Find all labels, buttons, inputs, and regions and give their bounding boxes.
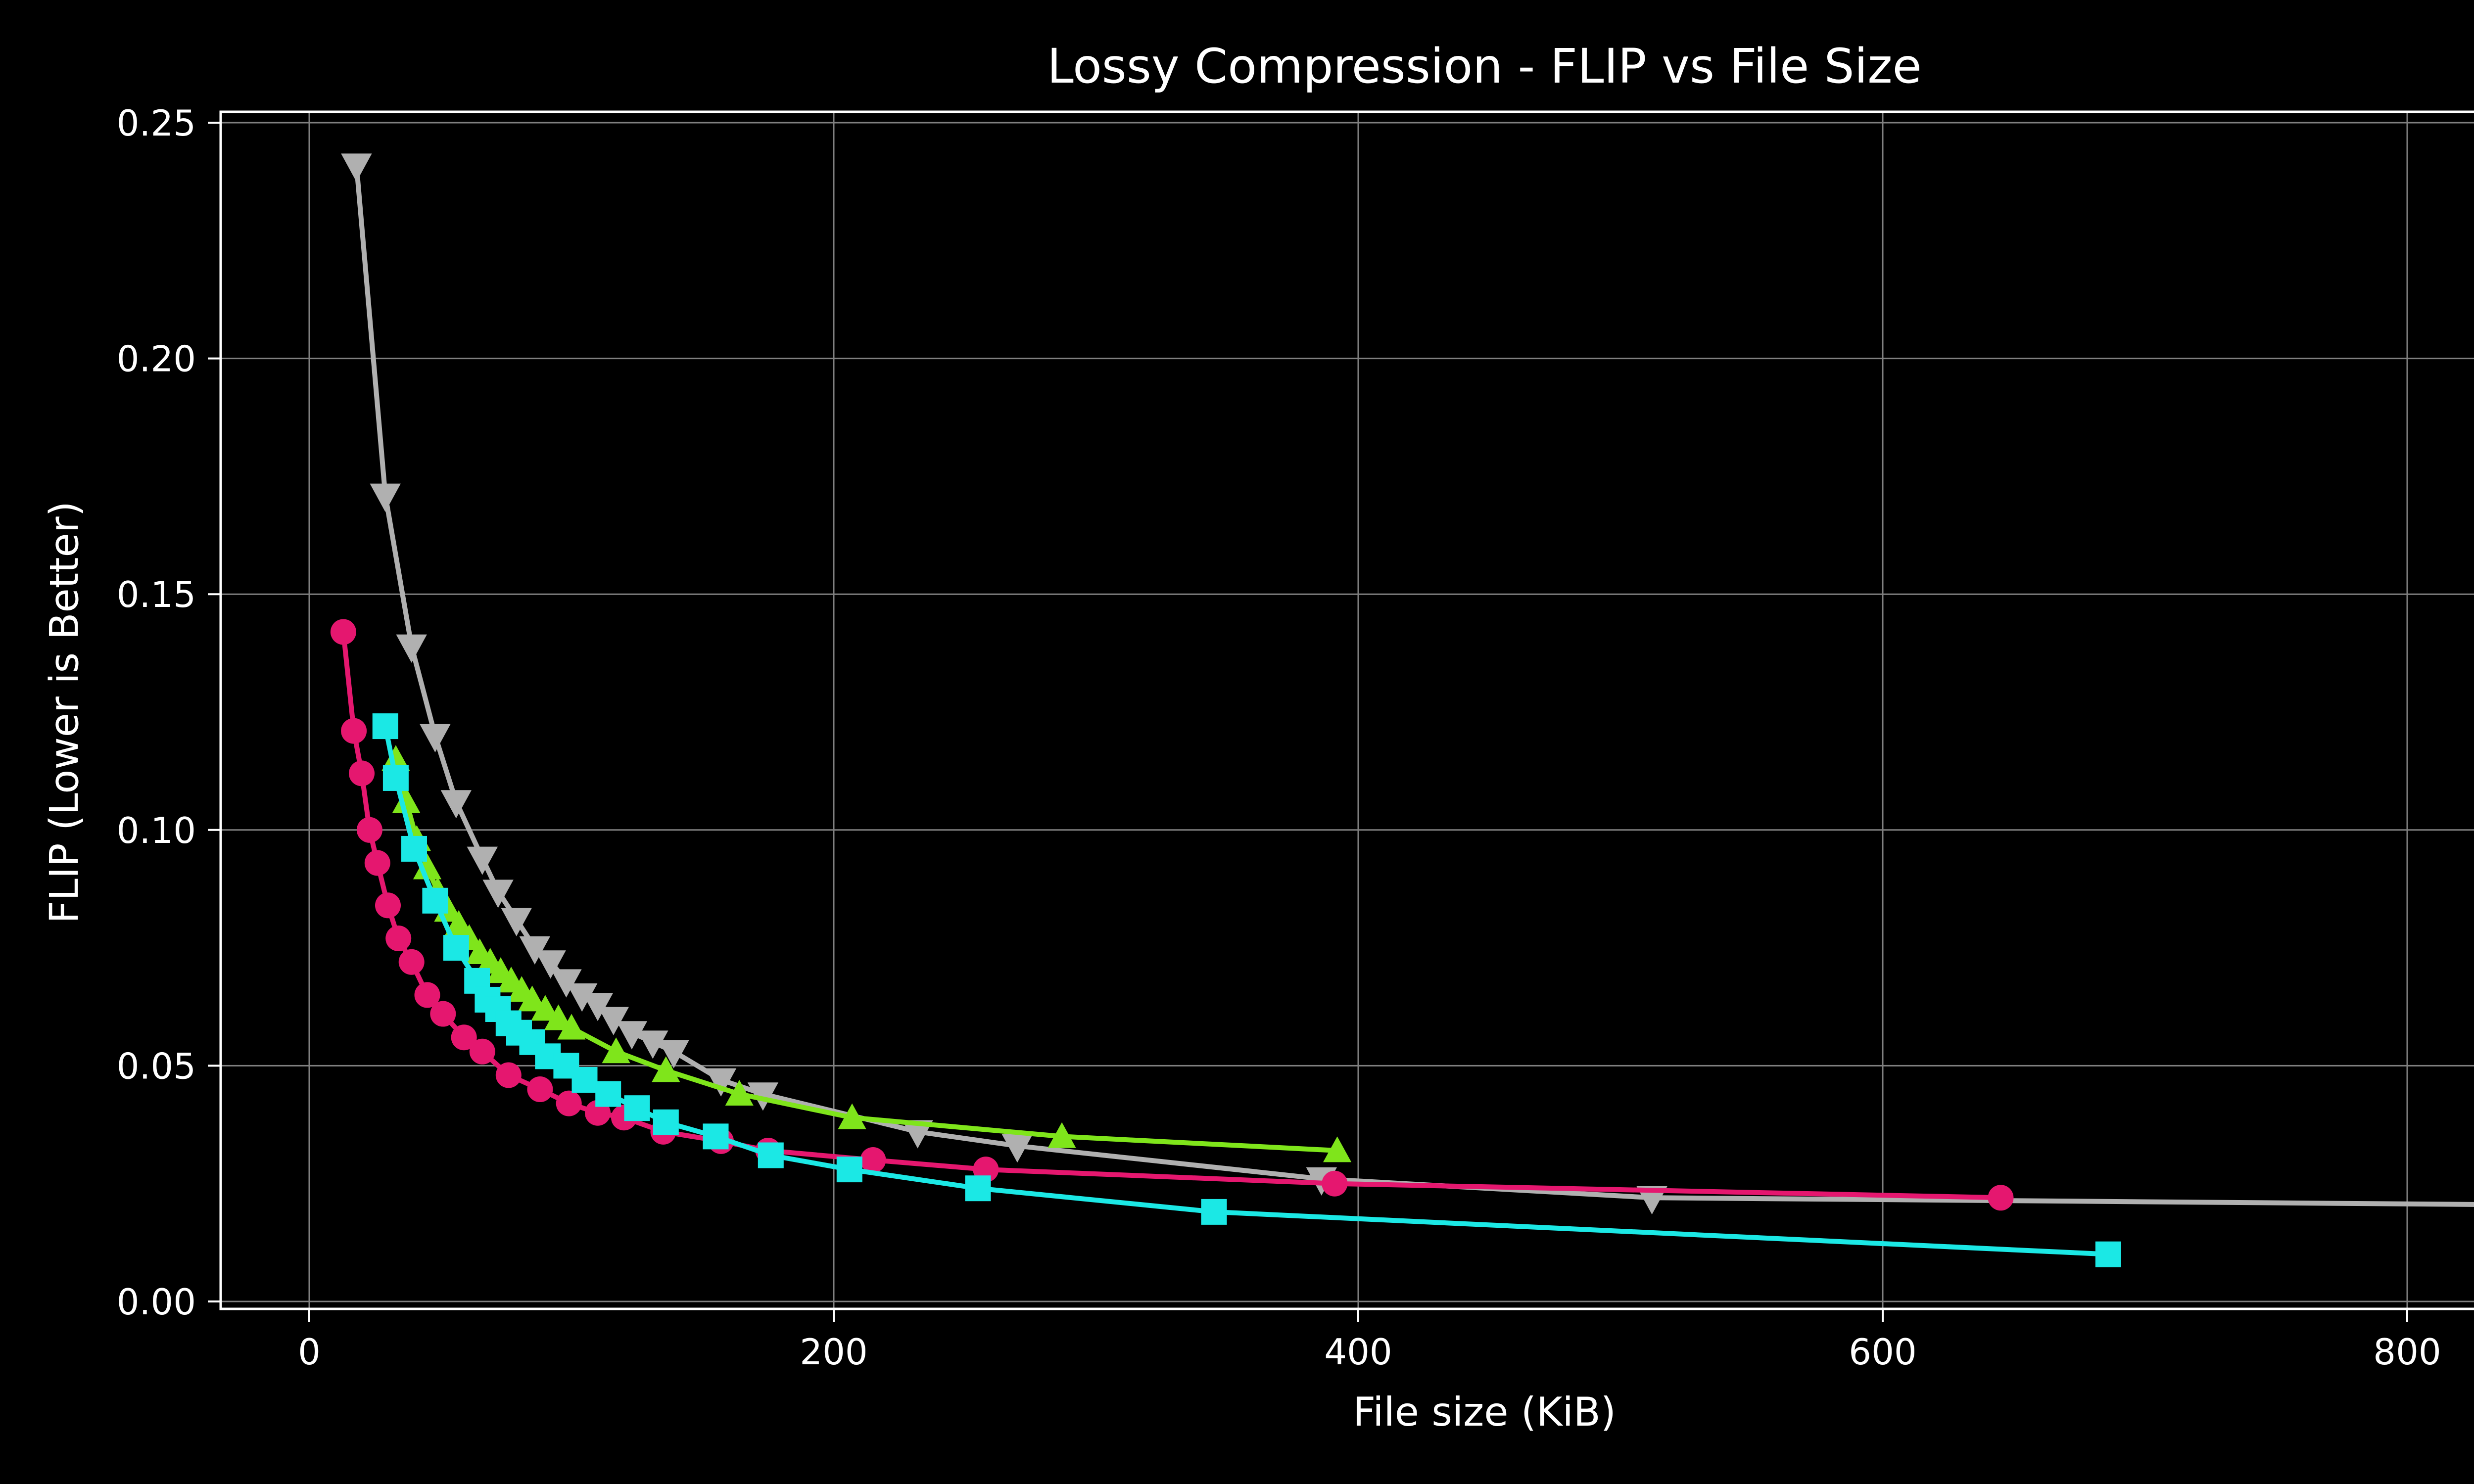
data-point [582, 993, 614, 1021]
data-point [758, 1142, 784, 1168]
data-point [385, 926, 412, 952]
data-point [658, 1040, 689, 1068]
data-point [557, 1014, 586, 1040]
data-point [420, 724, 451, 752]
y-tick-label: 0.00 [117, 1281, 196, 1323]
data-point [370, 483, 401, 512]
data-point [544, 1004, 573, 1030]
x-tick-label: 800 [2373, 1331, 2441, 1373]
axis-ticks: 0 200 400 600 800 0.00 0.05 0.10 0.15 0.20 0.25 [117, 102, 2441, 1373]
data-point [860, 1147, 886, 1173]
data-point [396, 634, 427, 663]
data-point [567, 983, 598, 1012]
data-point [653, 1109, 679, 1135]
data-point [413, 853, 442, 880]
data-point [341, 153, 372, 182]
data-point [2095, 1241, 2121, 1267]
series-webp [381, 745, 1352, 1162]
y-axis-label: FLIP (Lower is Better) [41, 501, 88, 924]
data-point [902, 1120, 933, 1149]
data-point [364, 850, 390, 876]
data-point [624, 1095, 650, 1121]
data-point [330, 619, 356, 645]
data-point [725, 1079, 754, 1106]
y-tick-label: 0.20 [117, 338, 196, 380]
axes-frame [219, 110, 2474, 1310]
data-series [330, 153, 2474, 1267]
x-tick-label: 400 [1324, 1331, 1392, 1373]
data-point [1201, 1199, 1227, 1225]
y-tick-label: 0.25 [117, 102, 196, 144]
data-point [495, 1062, 522, 1088]
series-jxl [372, 713, 2121, 1267]
data-point [637, 1030, 668, 1059]
data-point [1322, 1170, 1348, 1197]
data-point [531, 995, 560, 1021]
data-point [616, 1021, 648, 1050]
data-point [703, 1123, 729, 1150]
data-point [1323, 1136, 1352, 1162]
x-tick-label: 200 [800, 1331, 867, 1373]
data-point [440, 790, 472, 819]
data-point [382, 765, 409, 791]
data-point [501, 908, 532, 936]
data-point [422, 887, 448, 914]
data-point [1047, 1122, 1076, 1148]
x-tick-label: 0 [298, 1331, 321, 1373]
data-point [372, 713, 398, 740]
data-point [467, 846, 498, 875]
data-point [430, 1001, 456, 1027]
series-jpeg [341, 153, 2474, 1215]
data-point [469, 1038, 495, 1065]
series-avif [330, 619, 2014, 1211]
data-point [375, 892, 401, 919]
data-point [341, 718, 367, 744]
data-point [527, 1076, 553, 1103]
data-point [595, 1081, 621, 1107]
data-point [401, 835, 427, 862]
data-point [535, 950, 566, 979]
data-point [519, 936, 550, 965]
x-tick-label: 600 [1849, 1331, 1916, 1373]
data-point [598, 1007, 629, 1035]
data-point [965, 1175, 991, 1202]
data-point [482, 880, 514, 908]
data-point [398, 949, 425, 975]
data-point [349, 760, 375, 787]
data-point [652, 1056, 680, 1082]
data-point [356, 817, 382, 843]
data-point [414, 982, 440, 1008]
data-point [705, 1068, 737, 1097]
data-point [1988, 1185, 2014, 1211]
chart-title: Lossy Compression - FLIP vs File Size [1047, 39, 1922, 94]
x-axis-label: File size (KiB) [1353, 1389, 1616, 1435]
data-point [1636, 1186, 1667, 1215]
series-line [382, 726, 2109, 1257]
data-point [1001, 1134, 1033, 1163]
data-point [392, 788, 421, 814]
data-point [381, 745, 410, 771]
grid-lines [221, 112, 2474, 1309]
data-point [836, 1157, 862, 1183]
y-tick-label: 0.10 [117, 810, 196, 851]
data-point [451, 1024, 477, 1051]
data-point [518, 985, 547, 1012]
data-point [838, 1103, 866, 1129]
data-point [571, 1067, 598, 1093]
data-point [443, 935, 469, 961]
data-point [551, 969, 582, 998]
data-point [556, 1090, 582, 1116]
y-tick-label: 0.15 [117, 574, 196, 615]
data-point [444, 910, 473, 936]
data-point [602, 1037, 630, 1064]
y-tick-label: 0.05 [117, 1045, 196, 1087]
